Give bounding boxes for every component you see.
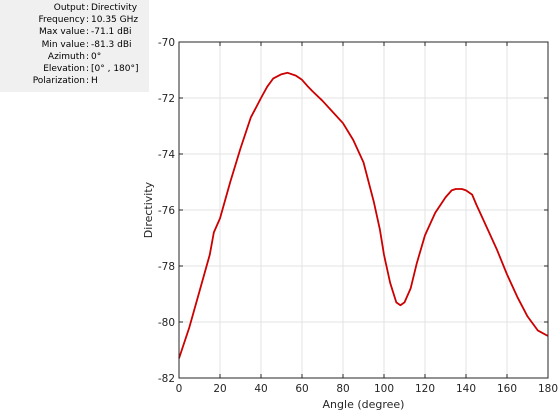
info-separator: : [85, 64, 90, 75]
series-line [178, 71, 549, 359]
y-tick-label: -74 [158, 149, 175, 161]
info-key: Polarization [32, 76, 85, 87]
info-panel: Output: Directivity Frequency:10.35 GHz Max… [0, 0, 149, 92]
y-tick-label: -82 [158, 373, 175, 385]
x-tick-label: 160 [497, 383, 517, 395]
info-separator: : [85, 39, 90, 50]
info-key: Frequency [38, 15, 86, 26]
y-tick-label: -80 [158, 317, 175, 329]
info-row: Max value: -71.1 dBi [0, 26, 149, 38]
info-value: 10.35 GHz [91, 15, 139, 26]
info-row: Polarization: H [0, 75, 149, 87]
x-tick-label: 100 [374, 383, 394, 395]
info-key: Elevation [43, 64, 85, 75]
x-tick-label: 140 [456, 383, 476, 395]
x-axis-label: Angle (degree) [323, 398, 405, 411]
info-value: Directivity [91, 3, 138, 13]
x-tick-label: 120 [415, 383, 435, 395]
info-row: Frequency:10.35 GHz [0, 14, 149, 26]
y-tick-label: -72 [158, 93, 175, 105]
info-separator: : [85, 3, 90, 13]
info-separator: : [85, 76, 90, 87]
info-separator: : [85, 51, 90, 62]
x-tick-label: 0 [176, 383, 183, 395]
info-row: Azimuth:0° [0, 51, 149, 63]
info-value: H [91, 76, 98, 87]
info-value: -81.3 dBi [91, 39, 132, 50]
x-tick-label: 20 [213, 383, 226, 395]
info-separator: : [85, 27, 90, 38]
info-key: Output [53, 3, 85, 13]
y-tick-label: -76 [158, 205, 175, 217]
y-tick-label: -78 [158, 261, 175, 273]
info-separator: : [85, 15, 90, 26]
y-tick-label: -70 [158, 37, 175, 49]
info-row: Elevation: [0° , 180°] [0, 63, 149, 75]
info-value: -71.1 dBi [91, 27, 132, 38]
info-key: Min value [41, 39, 85, 50]
y-axis-label: Directivity [142, 181, 155, 238]
info-key: Max value [38, 27, 85, 38]
x-tick-label: 80 [336, 383, 349, 395]
x-tick-label: 60 [295, 383, 308, 395]
x-tick-label: 40 [254, 383, 267, 395]
info-row: Output: Directivity [0, 2, 149, 14]
info-key: Azimuth [47, 51, 85, 62]
info-value: 0° [91, 51, 102, 62]
info-row: Min value: -81.3 dBi [0, 39, 149, 51]
info-value: [0° , 180°] [91, 64, 139, 75]
x-tick-label: 180 [538, 383, 558, 395]
